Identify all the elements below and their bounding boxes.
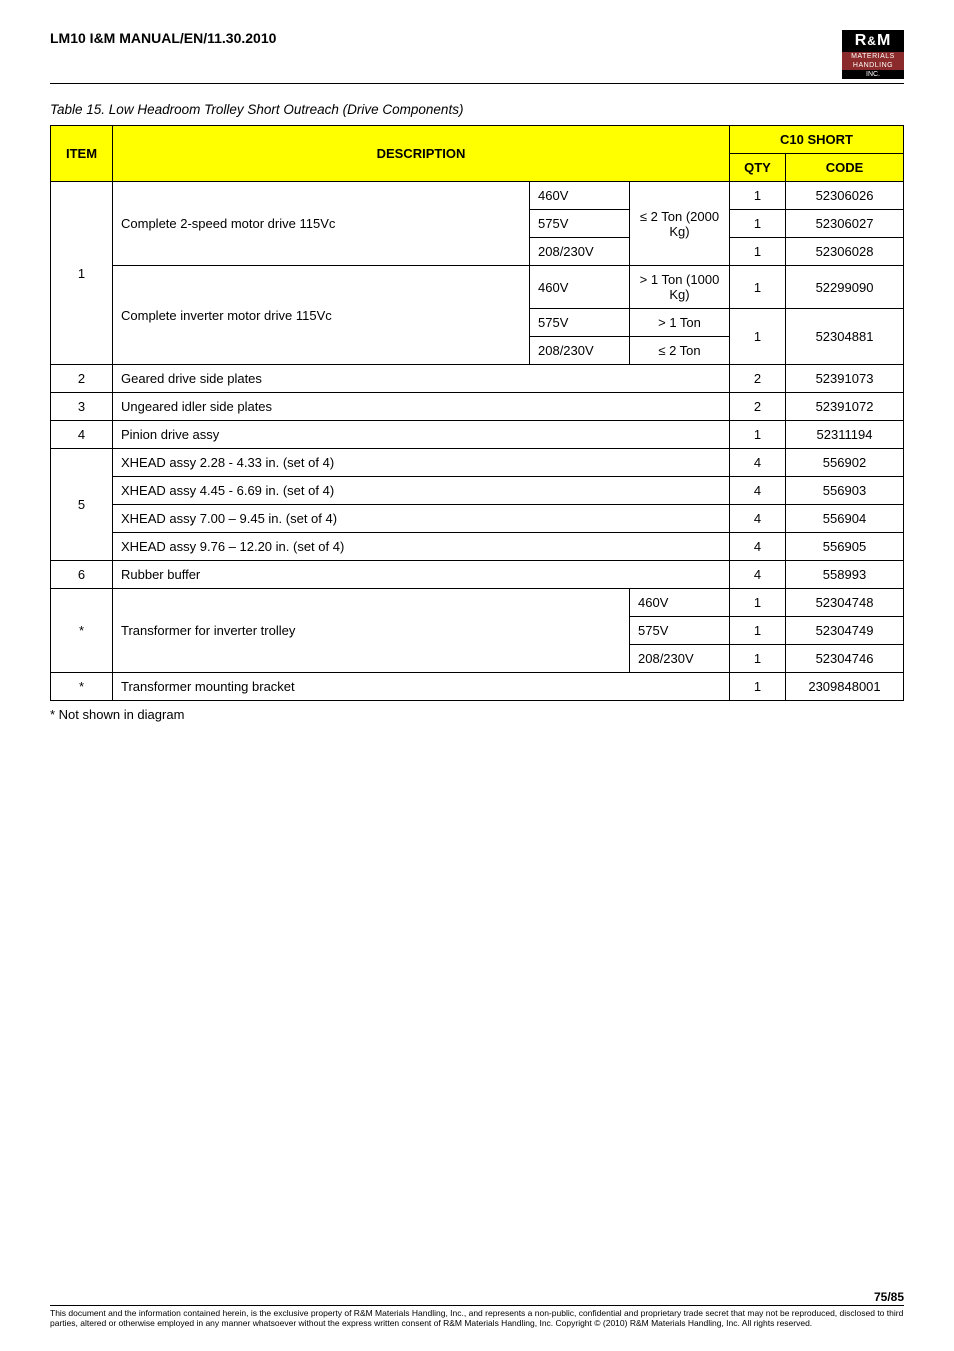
cell-qty: 4 bbox=[730, 533, 786, 561]
cell-volt: 208/230V bbox=[630, 645, 730, 673]
table-row: 5 XHEAD assy 2.28 - 4.33 in. (set of 4) … bbox=[51, 449, 904, 477]
cell-desc: Complete 2-speed motor drive 115Vc bbox=[113, 182, 530, 266]
cell-volt: 575V bbox=[530, 210, 630, 238]
cell-code: 556902 bbox=[786, 449, 904, 477]
cell-volt: 460V bbox=[530, 266, 630, 309]
cell-volt: 208/230V bbox=[530, 238, 630, 266]
th-description: DESCRIPTION bbox=[113, 126, 730, 182]
logo: R&M MATERIALS HANDLING INC. bbox=[842, 30, 904, 79]
table-row: Complete inverter motor drive 115Vc 460V… bbox=[51, 266, 904, 309]
cell-qty: 1 bbox=[730, 673, 786, 701]
cell-desc: Geared drive side plates bbox=[113, 365, 730, 393]
cell-qty: 2 bbox=[730, 393, 786, 421]
cell-item: 4 bbox=[51, 421, 113, 449]
page-footer: 75/85 This document and the information … bbox=[50, 1290, 904, 1329]
cell-range: ≤ 2 Ton (2000 Kg) bbox=[630, 182, 730, 266]
table-row: 4 Pinion drive assy 1 52311194 bbox=[51, 421, 904, 449]
cell-volt: 460V bbox=[630, 589, 730, 617]
cell-volt: 460V bbox=[530, 182, 630, 210]
cell-qty: 1 bbox=[730, 645, 786, 673]
cell-qty: 1 bbox=[730, 238, 786, 266]
cell-qty: 4 bbox=[730, 449, 786, 477]
cell-qty: 1 bbox=[730, 266, 786, 309]
cell-item: 5 bbox=[51, 449, 113, 561]
legal-text: This document and the information contai… bbox=[50, 1308, 904, 1329]
cell-code: 556904 bbox=[786, 505, 904, 533]
cell-code: 52304749 bbox=[786, 617, 904, 645]
cell-desc: XHEAD assy 7.00 – 9.45 in. (set of 4) bbox=[113, 505, 730, 533]
table-row: XHEAD assy 9.76 – 12.20 in. (set of 4) 4… bbox=[51, 533, 904, 561]
table-caption: Table 15. Low Headroom Trolley Short Out… bbox=[50, 102, 904, 117]
table-footnote: * Not shown in diagram bbox=[50, 707, 904, 722]
cell-qty: 4 bbox=[730, 561, 786, 589]
table-row: 2 Geared drive side plates 2 52391073 bbox=[51, 365, 904, 393]
table-row: XHEAD assy 4.45 - 6.69 in. (set of 4) 4 … bbox=[51, 477, 904, 505]
cell-item: 1 bbox=[51, 182, 113, 365]
table-row: 6 Rubber buffer 4 558993 bbox=[51, 561, 904, 589]
cell-qty: 2 bbox=[730, 365, 786, 393]
cell-code: 52306027 bbox=[786, 210, 904, 238]
table-row: * Transformer mounting bracket 1 2309848… bbox=[51, 673, 904, 701]
cell-desc: XHEAD assy 4.45 - 6.69 in. (set of 4) bbox=[113, 477, 730, 505]
cell-item: 2 bbox=[51, 365, 113, 393]
page-number: 75/85 bbox=[50, 1290, 904, 1304]
cell-code: 558993 bbox=[786, 561, 904, 589]
cell-item: * bbox=[51, 673, 113, 701]
cell-code: 52391073 bbox=[786, 365, 904, 393]
cell-desc: Transformer for inverter trolley bbox=[113, 589, 630, 673]
document-title: LM10 I&M MANUAL/EN/11.30.2010 bbox=[50, 30, 276, 46]
cell-desc: XHEAD assy 2.28 - 4.33 in. (set of 4) bbox=[113, 449, 730, 477]
cell-code: 52306028 bbox=[786, 238, 904, 266]
cell-desc: Pinion drive assy bbox=[113, 421, 730, 449]
th-item: ITEM bbox=[51, 126, 113, 182]
table-row: 3 Ungeared idler side plates 2 52391072 bbox=[51, 393, 904, 421]
cell-code: 556903 bbox=[786, 477, 904, 505]
cell-range: ≤ 2 Ton bbox=[630, 337, 730, 365]
cell-qty: 1 bbox=[730, 309, 786, 365]
cell-qty: 1 bbox=[730, 421, 786, 449]
cell-qty: 1 bbox=[730, 210, 786, 238]
cell-item: * bbox=[51, 589, 113, 673]
components-table: ITEM DESCRIPTION C10 SHORT QTY CODE 1 Co… bbox=[50, 125, 904, 701]
cell-item: 3 bbox=[51, 393, 113, 421]
cell-qty: 4 bbox=[730, 505, 786, 533]
logo-materials: MATERIALS bbox=[842, 52, 904, 61]
cell-desc: XHEAD assy 9.76 – 12.20 in. (set of 4) bbox=[113, 533, 730, 561]
cell-item: 6 bbox=[51, 561, 113, 589]
cell-code: 52391072 bbox=[786, 393, 904, 421]
cell-code: 556905 bbox=[786, 533, 904, 561]
cell-code: 52304746 bbox=[786, 645, 904, 673]
th-code: CODE bbox=[786, 154, 904, 182]
header-rule bbox=[50, 83, 904, 84]
th-c10-short: C10 SHORT bbox=[730, 126, 904, 154]
cell-desc: Ungeared idler side plates bbox=[113, 393, 730, 421]
th-qty: QTY bbox=[730, 154, 786, 182]
cell-desc: Rubber buffer bbox=[113, 561, 730, 589]
cell-range: > 1 Ton bbox=[630, 309, 730, 337]
cell-qty: 1 bbox=[730, 182, 786, 210]
logo-top: R&M bbox=[842, 30, 904, 52]
footer-rule bbox=[50, 1305, 904, 1306]
page-header: LM10 I&M MANUAL/EN/11.30.2010 R&M MATERI… bbox=[50, 30, 904, 79]
cell-code: 52304881 bbox=[786, 309, 904, 365]
table-row: 1 Complete 2-speed motor drive 115Vc 460… bbox=[51, 182, 904, 210]
cell-volt: 575V bbox=[630, 617, 730, 645]
table-row: XHEAD assy 7.00 – 9.45 in. (set of 4) 4 … bbox=[51, 505, 904, 533]
cell-desc: Transformer mounting bracket bbox=[113, 673, 730, 701]
cell-volt: 575V bbox=[530, 309, 630, 337]
logo-handling: HANDLING bbox=[842, 61, 904, 70]
cell-code: 52311194 bbox=[786, 421, 904, 449]
cell-qty: 1 bbox=[730, 589, 786, 617]
cell-desc: Complete inverter motor drive 115Vc bbox=[113, 266, 530, 365]
cell-code: 52299090 bbox=[786, 266, 904, 309]
table-row: * Transformer for inverter trolley 460V … bbox=[51, 589, 904, 617]
cell-code: 52304748 bbox=[786, 589, 904, 617]
cell-volt: 208/230V bbox=[530, 337, 630, 365]
cell-range: > 1 Ton (1000 Kg) bbox=[630, 266, 730, 309]
cell-code: 2309848001 bbox=[786, 673, 904, 701]
cell-code: 52306026 bbox=[786, 182, 904, 210]
cell-qty: 4 bbox=[730, 477, 786, 505]
cell-qty: 1 bbox=[730, 617, 786, 645]
logo-inc: INC. bbox=[842, 70, 904, 79]
